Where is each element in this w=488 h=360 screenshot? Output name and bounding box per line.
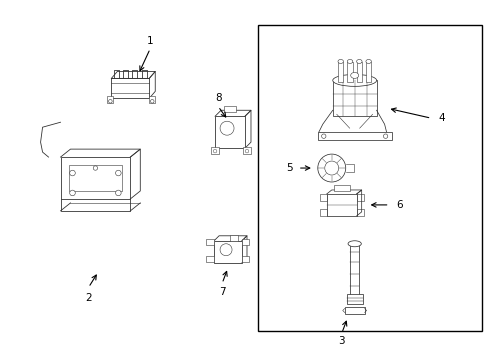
Bar [205, 239, 214, 245]
Bar [332, 80, 376, 116]
Bar [356, 209, 363, 216]
Bar [356, 62, 361, 82]
Bar [107, 96, 113, 103]
Bar [344, 306, 364, 315]
Bar [243, 147, 250, 154]
Bar [149, 96, 155, 103]
Text: 4: 4 [437, 113, 444, 123]
Text: 2: 2 [85, 293, 92, 302]
Ellipse shape [220, 121, 234, 135]
Ellipse shape [350, 72, 358, 78]
Circle shape [70, 170, 75, 176]
Ellipse shape [347, 241, 361, 247]
Ellipse shape [365, 59, 370, 63]
Circle shape [150, 99, 154, 103]
Circle shape [220, 244, 232, 256]
Bar [349, 244, 359, 296]
Bar [111, 78, 149, 98]
Text: 6: 6 [395, 200, 402, 210]
Circle shape [324, 161, 338, 175]
Text: 7: 7 [218, 287, 225, 297]
Ellipse shape [332, 75, 376, 86]
Bar [61, 157, 130, 199]
Ellipse shape [337, 59, 343, 63]
Circle shape [108, 99, 112, 103]
Circle shape [93, 166, 98, 170]
Bar [229, 235, 238, 241]
Text: 8: 8 [214, 93, 221, 103]
Text: 5: 5 [286, 163, 293, 173]
Bar [211, 147, 219, 154]
Bar [346, 293, 362, 303]
Circle shape [115, 190, 121, 196]
Bar [258, 24, 481, 332]
Ellipse shape [346, 59, 352, 63]
Bar [319, 194, 326, 201]
Circle shape [244, 149, 248, 153]
Text: 3: 3 [338, 336, 345, 346]
Bar [333, 185, 349, 191]
Circle shape [115, 170, 121, 176]
Circle shape [317, 154, 345, 182]
Ellipse shape [356, 59, 361, 63]
Circle shape [70, 190, 75, 196]
Bar [346, 62, 352, 82]
Bar [319, 209, 326, 216]
Circle shape [321, 134, 325, 138]
Bar [224, 106, 236, 112]
Bar [215, 116, 244, 148]
Bar [242, 256, 248, 262]
Bar [205, 256, 214, 262]
Bar [242, 239, 248, 245]
Text: 1: 1 [147, 36, 153, 46]
Circle shape [383, 134, 387, 138]
Bar [326, 194, 356, 216]
Bar [214, 241, 242, 263]
Bar [365, 62, 370, 82]
Bar [68, 165, 122, 191]
Bar [337, 62, 343, 82]
Circle shape [213, 149, 217, 153]
Bar [356, 194, 363, 201]
Bar [317, 132, 391, 140]
